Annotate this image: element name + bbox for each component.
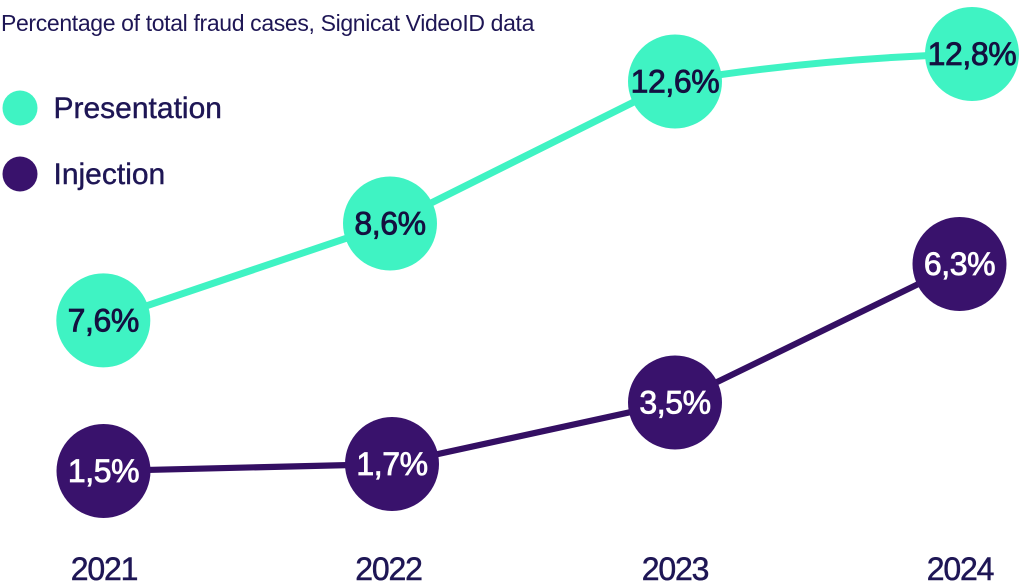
svg-text:1,5%: 1,5% bbox=[68, 453, 139, 489]
svg-text:2024: 2024 bbox=[927, 551, 994, 584]
svg-text:8,6%: 8,6% bbox=[354, 206, 425, 242]
svg-text:Percentage of total fraud case: Percentage of total fraud cases, Signica… bbox=[1, 10, 535, 36]
svg-text:7,6%: 7,6% bbox=[68, 303, 139, 339]
svg-text:Injection: Injection bbox=[54, 158, 166, 191]
svg-text:1,7%: 1,7% bbox=[356, 446, 427, 482]
svg-text:2023: 2023 bbox=[642, 551, 709, 584]
svg-text:2022: 2022 bbox=[355, 551, 422, 584]
svg-text:12,8%: 12,8% bbox=[928, 36, 1017, 72]
svg-text:12,6%: 12,6% bbox=[631, 64, 720, 100]
svg-text:3,5%: 3,5% bbox=[639, 385, 710, 421]
svg-text:2021: 2021 bbox=[71, 551, 138, 584]
svg-text:6,3%: 6,3% bbox=[924, 246, 995, 282]
svg-text:Presentation: Presentation bbox=[54, 92, 222, 125]
